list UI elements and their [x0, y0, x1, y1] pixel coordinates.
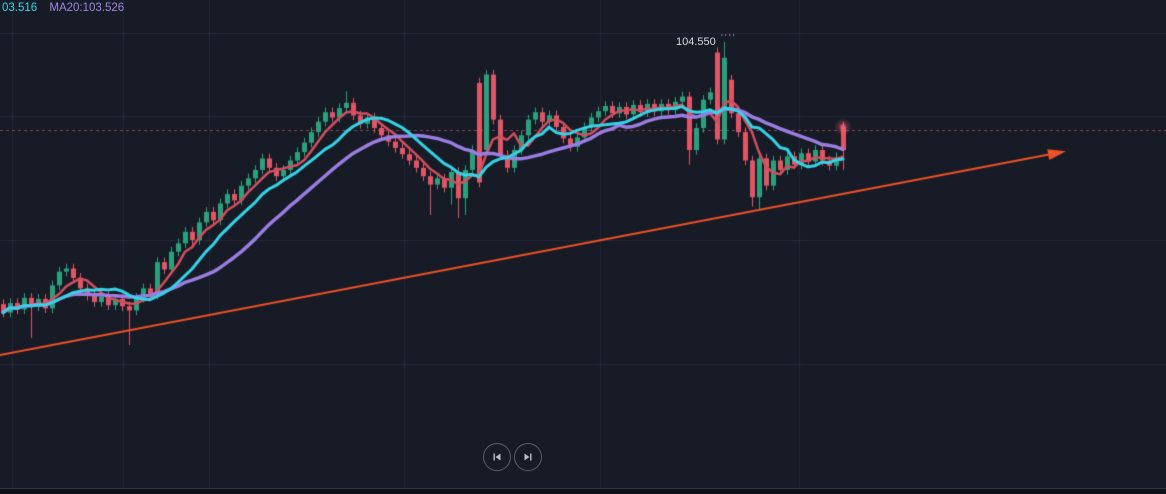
high-tick-marks: ''''	[721, 33, 737, 44]
replay-skip-back-button[interactable]	[483, 443, 511, 471]
price-high-label: 104.550	[676, 36, 716, 48]
replay-skip-forward-button[interactable]	[514, 443, 542, 471]
indicator-legend: 03.516 MA20:103.526	[2, 1, 133, 15]
skip-back-icon	[490, 450, 504, 464]
ma10-legend-value: 03.516	[2, 2, 38, 14]
time-axis-strip[interactable]	[0, 488, 1166, 494]
ma20-legend-value: MA20:103.526	[49, 2, 125, 14]
skip-forward-icon	[521, 450, 535, 464]
